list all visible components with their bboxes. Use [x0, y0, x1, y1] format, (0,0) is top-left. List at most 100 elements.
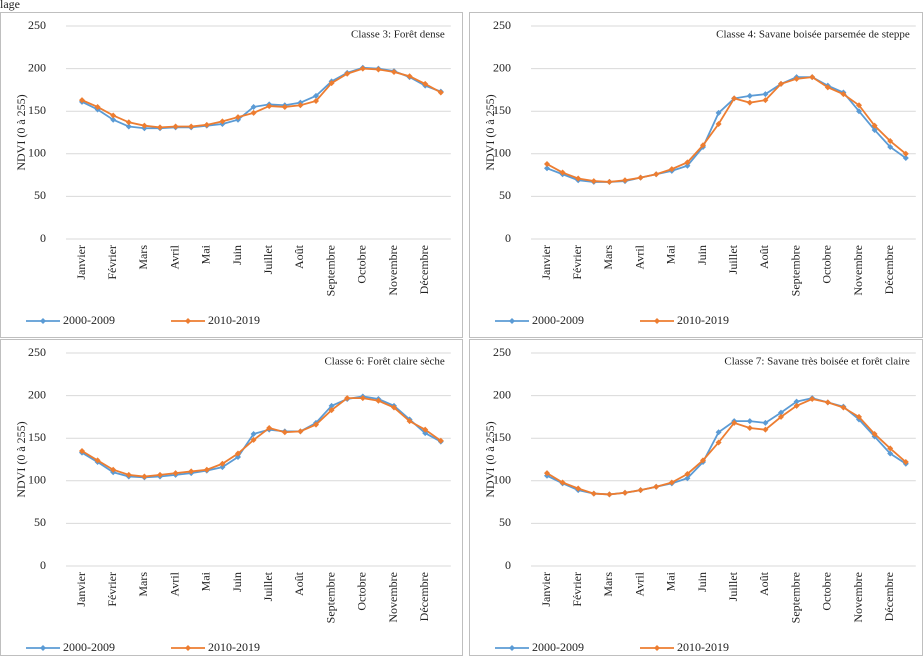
- data-point: [871, 122, 878, 129]
- data-point: [793, 402, 800, 409]
- x-tick-label: Avril: [167, 571, 181, 596]
- data-point: [762, 91, 769, 98]
- data-point: [606, 491, 613, 498]
- data-point: [141, 473, 148, 480]
- data-point: [824, 84, 831, 91]
- data-point: [622, 489, 628, 496]
- x-tick-label: Juillet: [261, 244, 275, 274]
- data-point: [887, 138, 894, 145]
- x-tick-label: Avril: [167, 244, 181, 269]
- y-tick-label: 0: [40, 558, 46, 572]
- x-tick-label: Décembre: [882, 572, 896, 621]
- data-point: [762, 97, 769, 104]
- data-point: [203, 121, 210, 128]
- x-tick-label: Décembre: [417, 245, 431, 294]
- chart-panel: 0 50 100 150 200 250 NDVI (0 à 255) Classe 3: F…: [0, 12, 463, 338]
- x-tick-label: Novembre: [851, 245, 865, 296]
- x-tick-label: Mars: [136, 572, 150, 597]
- data-point: [762, 426, 769, 433]
- x-tick-label: Octobre: [820, 572, 834, 611]
- y-tick-label: 200: [493, 60, 511, 74]
- data-point: [590, 490, 597, 497]
- chart-panel: 0 50 100 150 200 250 NDVI (0 à 255) Classe 7: S…: [469, 339, 923, 656]
- data-point: [281, 429, 288, 436]
- data-point: [809, 396, 816, 403]
- x-tick-label: Novembre: [386, 245, 400, 296]
- data-point: [94, 103, 101, 110]
- y-axis-title: NDVI (0 à 255): [14, 94, 28, 170]
- legend-marker: [185, 318, 191, 324]
- data-point: [125, 123, 132, 130]
- data-point: [110, 112, 117, 119]
- legend-marker: [509, 645, 515, 651]
- data-point: [437, 437, 444, 444]
- data-point: [840, 91, 847, 98]
- data-point: [778, 409, 784, 416]
- legend-marker: [40, 318, 46, 324]
- data-point: [824, 399, 831, 406]
- data-point: [297, 428, 304, 435]
- data-point: [219, 464, 226, 471]
- data-point: [715, 429, 722, 436]
- data-point: [250, 103, 257, 110]
- data-point: [235, 450, 241, 457]
- data-point: [715, 109, 722, 116]
- x-tick-label: Septembre: [788, 245, 802, 296]
- data-point: [125, 471, 132, 478]
- data-point: [281, 103, 288, 110]
- x-tick-label: Octobre: [820, 245, 834, 284]
- caption-fragment: lage: [0, 0, 20, 11]
- x-tick-label: Janvier: [539, 572, 553, 607]
- x-tick-label: Août: [757, 571, 771, 596]
- data-point: [887, 143, 894, 150]
- series-line: [81, 67, 442, 129]
- data-point: [328, 80, 335, 87]
- data-point: [668, 166, 675, 173]
- data-point: [188, 468, 195, 475]
- x-tick-label: Juillet: [261, 571, 275, 601]
- x-tick-label: Décembre: [417, 572, 431, 621]
- data-point: [559, 479, 566, 486]
- data-point: [157, 124, 163, 131]
- chart-panel: 0 50 100 150 200 250 NDVI (0 à 255) Classe 4: S…: [469, 12, 923, 338]
- y-axis-title: NDVI (0 à 255): [14, 421, 28, 497]
- x-tick-label: Août: [292, 244, 306, 269]
- chart-title: Classe 3: Forêt dense: [351, 29, 445, 41]
- data-point: [793, 75, 800, 82]
- legend-label: 2010-2019: [208, 313, 260, 327]
- legend-marker: [654, 318, 660, 324]
- data-point: [684, 162, 691, 169]
- x-tick-label: Juin: [695, 572, 709, 592]
- data-point: [344, 70, 351, 77]
- data-point: [406, 73, 413, 80]
- data-point: [637, 487, 644, 494]
- y-tick-label: 150: [493, 430, 511, 444]
- x-tick-label: Août: [292, 571, 306, 596]
- data-point: [902, 150, 909, 157]
- data-point: [746, 424, 753, 431]
- series-line: [81, 395, 442, 479]
- data-point: [637, 174, 644, 181]
- data-point: [746, 92, 753, 99]
- series-line: [546, 76, 907, 183]
- y-tick-label: 250: [493, 345, 511, 359]
- data-point: [653, 483, 660, 490]
- data-point: [902, 459, 909, 466]
- x-tick-label: Octobre: [355, 245, 369, 284]
- data-point: [359, 65, 366, 72]
- x-tick-label: Mars: [601, 572, 615, 597]
- data-point: [684, 470, 691, 477]
- data-point: [391, 404, 397, 411]
- x-tick-label: Mars: [601, 245, 615, 270]
- legend-label: 2010-2019: [677, 640, 729, 654]
- data-point: [622, 177, 628, 184]
- y-tick-label: 100: [28, 146, 46, 160]
- data-point: [79, 447, 85, 454]
- data-point: [94, 457, 101, 464]
- y-tick-label: 200: [28, 60, 46, 74]
- data-point: [141, 122, 148, 129]
- x-tick-label: Février: [570, 572, 584, 607]
- data-point: [422, 80, 429, 87]
- data-point: [250, 436, 257, 443]
